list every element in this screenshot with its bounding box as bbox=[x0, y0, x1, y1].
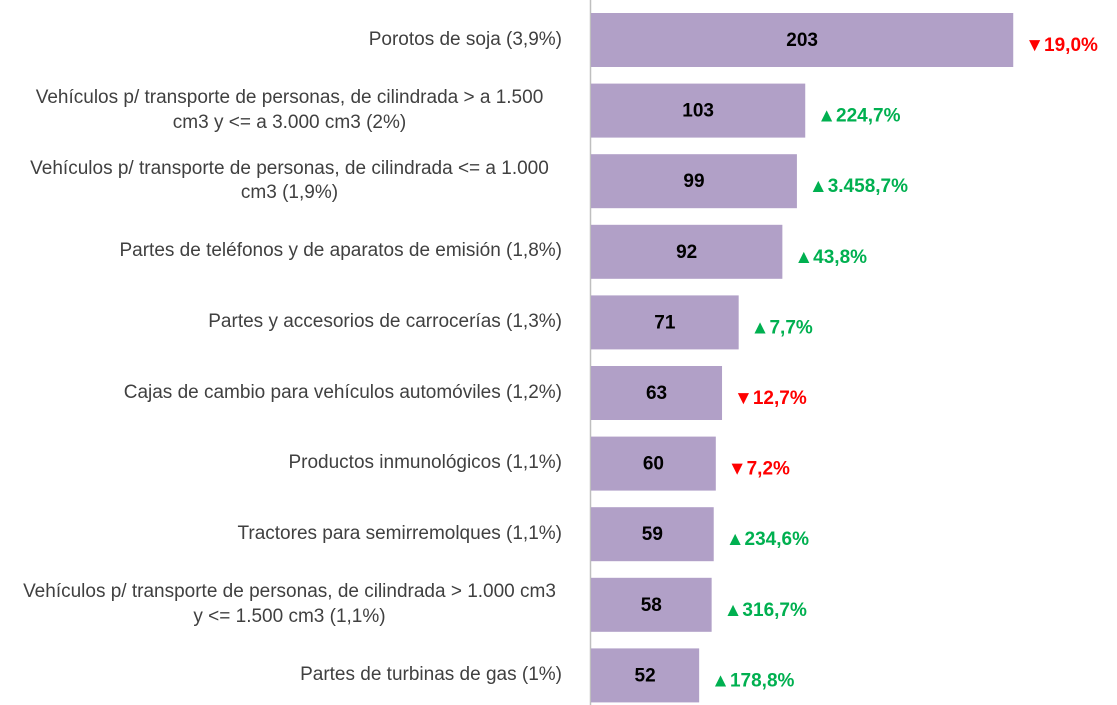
value-label: 92 bbox=[676, 242, 697, 263]
category-label-box: Partes de turbinas de gas (1%) bbox=[0, 640, 562, 705]
value-label: 59 bbox=[642, 524, 663, 545]
category-label: Cajas de cambio para vehículos automóvil… bbox=[123, 381, 562, 403]
bar bbox=[591, 648, 700, 703]
change-label: ▲178,8% bbox=[711, 670, 794, 691]
change-label: ▲7,7% bbox=[751, 317, 813, 338]
category-label: Partes de turbinas de gas (1%) bbox=[300, 664, 562, 686]
change-label: ▲3.458,7% bbox=[809, 176, 908, 197]
category-label: Vehículos p/ transporte de personas, de … bbox=[23, 581, 556, 627]
change-label: ▲43,8% bbox=[794, 247, 867, 268]
bar bbox=[591, 13, 1014, 67]
category-label: Vehículos p/ transporte de personas, de … bbox=[30, 157, 549, 204]
bar bbox=[591, 436, 716, 491]
category-label: Productos inmunológicos (1,1%) bbox=[288, 452, 562, 474]
change-label: ▼12,7% bbox=[734, 388, 807, 409]
category-label: Vehículos p/ transporte de personas, de … bbox=[35, 86, 544, 133]
category-label: Partes de teléfonos y de aparatos de emi… bbox=[119, 240, 562, 262]
category-label-box: Vehículos p/ transporte de personas, de … bbox=[0, 76, 562, 146]
change-label: ▲224,7% bbox=[817, 106, 900, 127]
value-label: 103 bbox=[682, 101, 714, 122]
bar bbox=[591, 507, 714, 562]
bar bbox=[591, 83, 806, 138]
value-label: 58 bbox=[641, 595, 662, 616]
category-label: Porotos de soja (3,9%) bbox=[368, 28, 562, 50]
change-label: ▼7,2% bbox=[728, 459, 790, 480]
category-label-box: Tractores para semirremolques (1,1%) bbox=[0, 499, 562, 569]
change-label: ▲234,6% bbox=[726, 529, 809, 550]
bar bbox=[591, 224, 783, 279]
value-label: 63 bbox=[646, 383, 667, 404]
value-label: 71 bbox=[654, 312, 676, 333]
change-label: ▼19,0% bbox=[1025, 35, 1098, 56]
bar bbox=[591, 295, 739, 350]
bar bbox=[591, 577, 712, 632]
value-label: 203 bbox=[786, 30, 818, 51]
category-label-box: Partes y accesorios de carrocerías (1,3%… bbox=[0, 287, 562, 357]
category-label: Partes y accesorios de carrocerías (1,3%… bbox=[208, 311, 562, 333]
category-label-box: Vehículos p/ transporte de personas, de … bbox=[0, 570, 562, 640]
value-label: 60 bbox=[643, 454, 664, 475]
value-label: 52 bbox=[635, 665, 656, 686]
bar bbox=[591, 366, 723, 420]
category-label-box: Porotos de soja (3,9%) bbox=[0, 5, 562, 75]
bar bbox=[591, 154, 797, 209]
value-label: 99 bbox=[683, 171, 704, 192]
change-label: ▲316,7% bbox=[724, 600, 807, 621]
category-label-box: Vehículos p/ transporte de personas, de … bbox=[0, 146, 562, 216]
category-label-box: Productos inmunológicos (1,1%) bbox=[0, 429, 562, 499]
category-label-box: Partes de teléfonos y de aparatos de emi… bbox=[0, 217, 562, 287]
category-label-box: Cajas de cambio para vehículos automóvil… bbox=[0, 358, 562, 428]
category-label: Tractores para semirremolques (1,1%) bbox=[237, 522, 562, 544]
